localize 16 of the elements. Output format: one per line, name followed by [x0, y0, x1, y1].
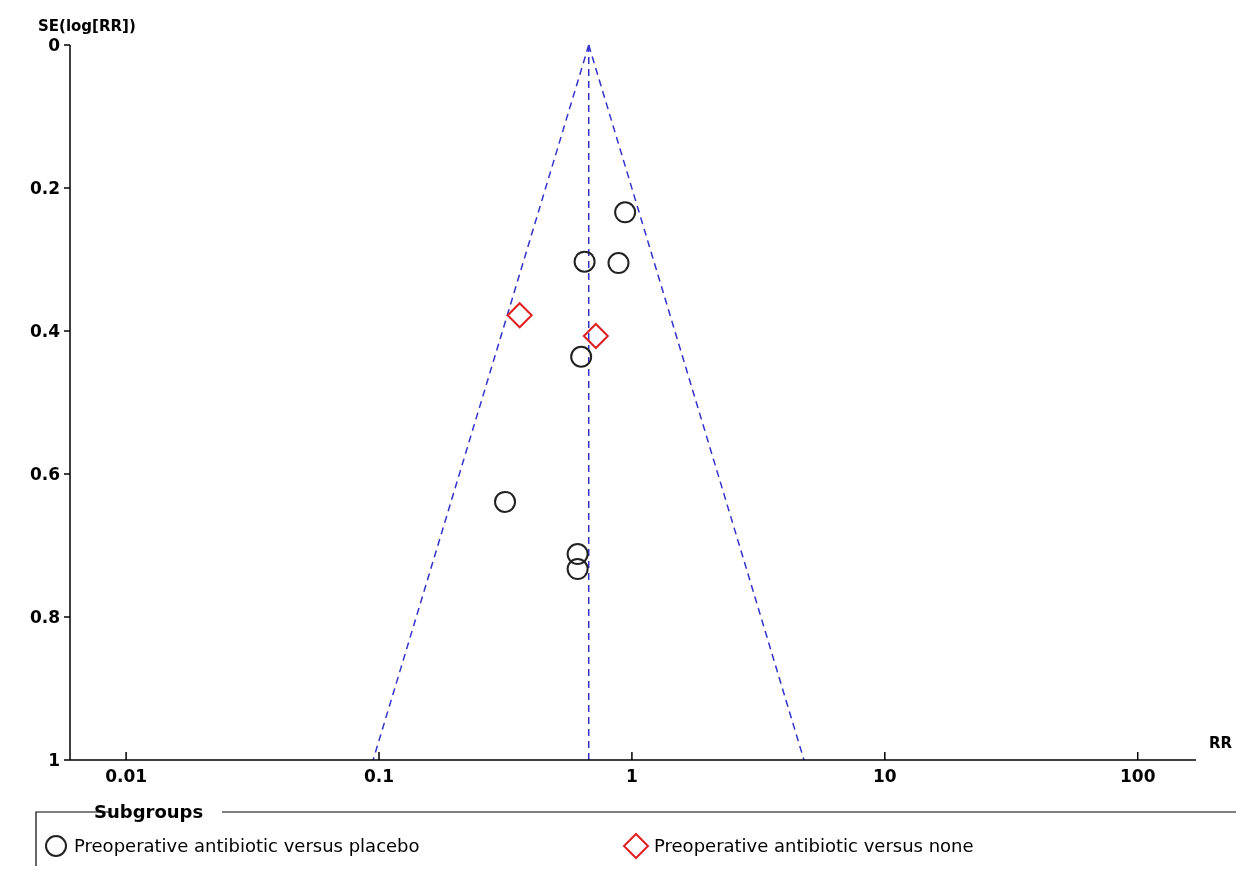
- legend-title: Subgroups: [94, 801, 204, 822]
- y-tick-label: 0: [48, 34, 61, 55]
- x-tick-label: 0.1: [363, 766, 395, 786]
- x-tick-label: 100: [1119, 766, 1156, 786]
- y-tick-label: 0.2: [29, 177, 60, 198]
- x-tick-label: 10: [872, 766, 897, 786]
- legend-label: Preoperative antibiotic versus placebo: [74, 835, 420, 857]
- y-tick-label: 0.8: [29, 606, 60, 627]
- x-axis-title: RR: [1208, 734, 1233, 752]
- x-tick-label: 0.01: [105, 766, 148, 786]
- y-tick-label: 0.6: [29, 463, 60, 484]
- y-tick-label: 0.4: [29, 320, 61, 341]
- x-tick-label: 1: [625, 766, 638, 786]
- y-axis-title: SE(log[RR]): [38, 17, 136, 35]
- y-tick-label: 1: [48, 749, 60, 770]
- legend-label: Preoperative antibiotic versus none: [654, 835, 974, 857]
